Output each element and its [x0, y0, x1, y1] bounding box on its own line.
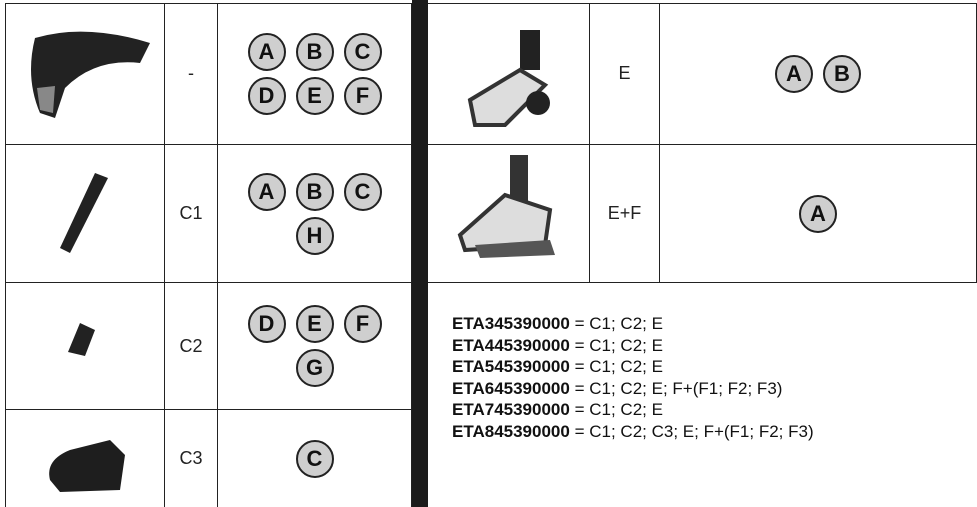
letter-badge: H: [295, 216, 334, 255]
image-cell: [428, 3, 590, 145]
accessories: C1; C2; E: [589, 335, 663, 355]
model-line: ETA645390000 = C1; C2; E; F+(F1; F2; F3): [452, 378, 814, 400]
model-code: ETA745390000: [452, 400, 570, 419]
letters: A: [743, 194, 893, 233]
letter-badge: A: [799, 194, 837, 233]
model-code: ETA845390000: [452, 421, 570, 441]
code-cell: E+F: [590, 145, 660, 283]
floor-nozzle-icon: [467, 30, 550, 127]
letter-badge: F: [343, 305, 382, 343]
letter-badge: B: [823, 54, 861, 93]
model-code: ETA445390000: [452, 335, 570, 355]
letter-badge: E: [295, 76, 334, 115]
code-cell: E: [590, 3, 660, 145]
code-cell: -: [165, 3, 218, 145]
letter-badge: D: [247, 76, 286, 115]
code: E: [618, 63, 631, 83]
model-list: ETA345390000 = C1; C2; E ETA445390000 = C…: [452, 313, 814, 442]
letter-badge: B: [295, 172, 334, 211]
handheld-icon: [31, 31, 150, 119]
letters-cell: A: [660, 145, 977, 283]
letter-badge: A: [247, 32, 286, 71]
accessories: C1; C2; E: [589, 357, 663, 376]
letter-badge: C: [343, 172, 382, 211]
turbo-icon: [49, 440, 125, 492]
image-cell: [5, 283, 165, 410]
equals: =: [574, 400, 585, 419]
letter-badge: G: [295, 349, 334, 387]
brush-icon: [68, 323, 95, 356]
equals: =: [574, 421, 585, 441]
accessories: C1; C2; C3; E; F+(F1; F2; F3): [589, 421, 814, 441]
border: [5, 3, 6, 507]
equals: =: [574, 335, 585, 355]
code: C1: [179, 203, 203, 223]
model-line: ETA345390000 = C1; C2; E: [452, 313, 814, 335]
equals: =: [574, 314, 585, 333]
image-cell: [5, 410, 165, 507]
code-cell: C1: [165, 145, 218, 283]
crevice-icon: [60, 173, 108, 253]
letters-cell: C: [218, 410, 412, 507]
code: C2: [179, 335, 203, 356]
letter-badge: F: [343, 76, 382, 115]
code-cell: C2: [165, 283, 218, 410]
letter-badge: C: [343, 32, 382, 71]
model-code: ETA345390000: [452, 314, 570, 333]
letter-badge: C: [295, 439, 334, 478]
model-code: ETA545390000: [452, 357, 570, 376]
letter-badge: A: [247, 172, 286, 211]
equals: =: [574, 378, 585, 398]
accessories: C1; C2; E: [589, 400, 663, 419]
code: E+F: [607, 203, 642, 223]
floor-cloth-icon: [457, 155, 555, 258]
image-cell: [428, 145, 590, 283]
letter-badge: A: [775, 54, 813, 93]
border: [5, 3, 412, 4]
code-cell: C3: [165, 410, 218, 507]
letters: C: [240, 439, 390, 478]
divider: [412, 0, 428, 507]
accessories: C1; C2; E: [589, 314, 663, 333]
letter-badge: B: [295, 32, 334, 71]
code: C3: [179, 448, 203, 468]
model-line: ETA845390000 = C1; C2; C3; E; F+(F1; F2;…: [452, 421, 814, 443]
letter-badge: D: [247, 305, 286, 343]
image-cell: [5, 145, 165, 283]
model-code: ETA645390000: [452, 378, 570, 398]
image-cell: [5, 3, 165, 145]
border: [428, 3, 977, 4]
letter-badge: E: [295, 305, 334, 343]
equals: =: [574, 357, 585, 376]
accessories: C1; C2; E; F+(F1; F2; F3): [589, 378, 783, 398]
model-line: ETA745390000 = C1; C2; E: [452, 399, 814, 421]
code: -: [188, 63, 194, 83]
model-line: ETA445390000 = C1; C2; E: [452, 335, 814, 357]
model-line: ETA545390000 = C1; C2; E: [452, 356, 814, 378]
